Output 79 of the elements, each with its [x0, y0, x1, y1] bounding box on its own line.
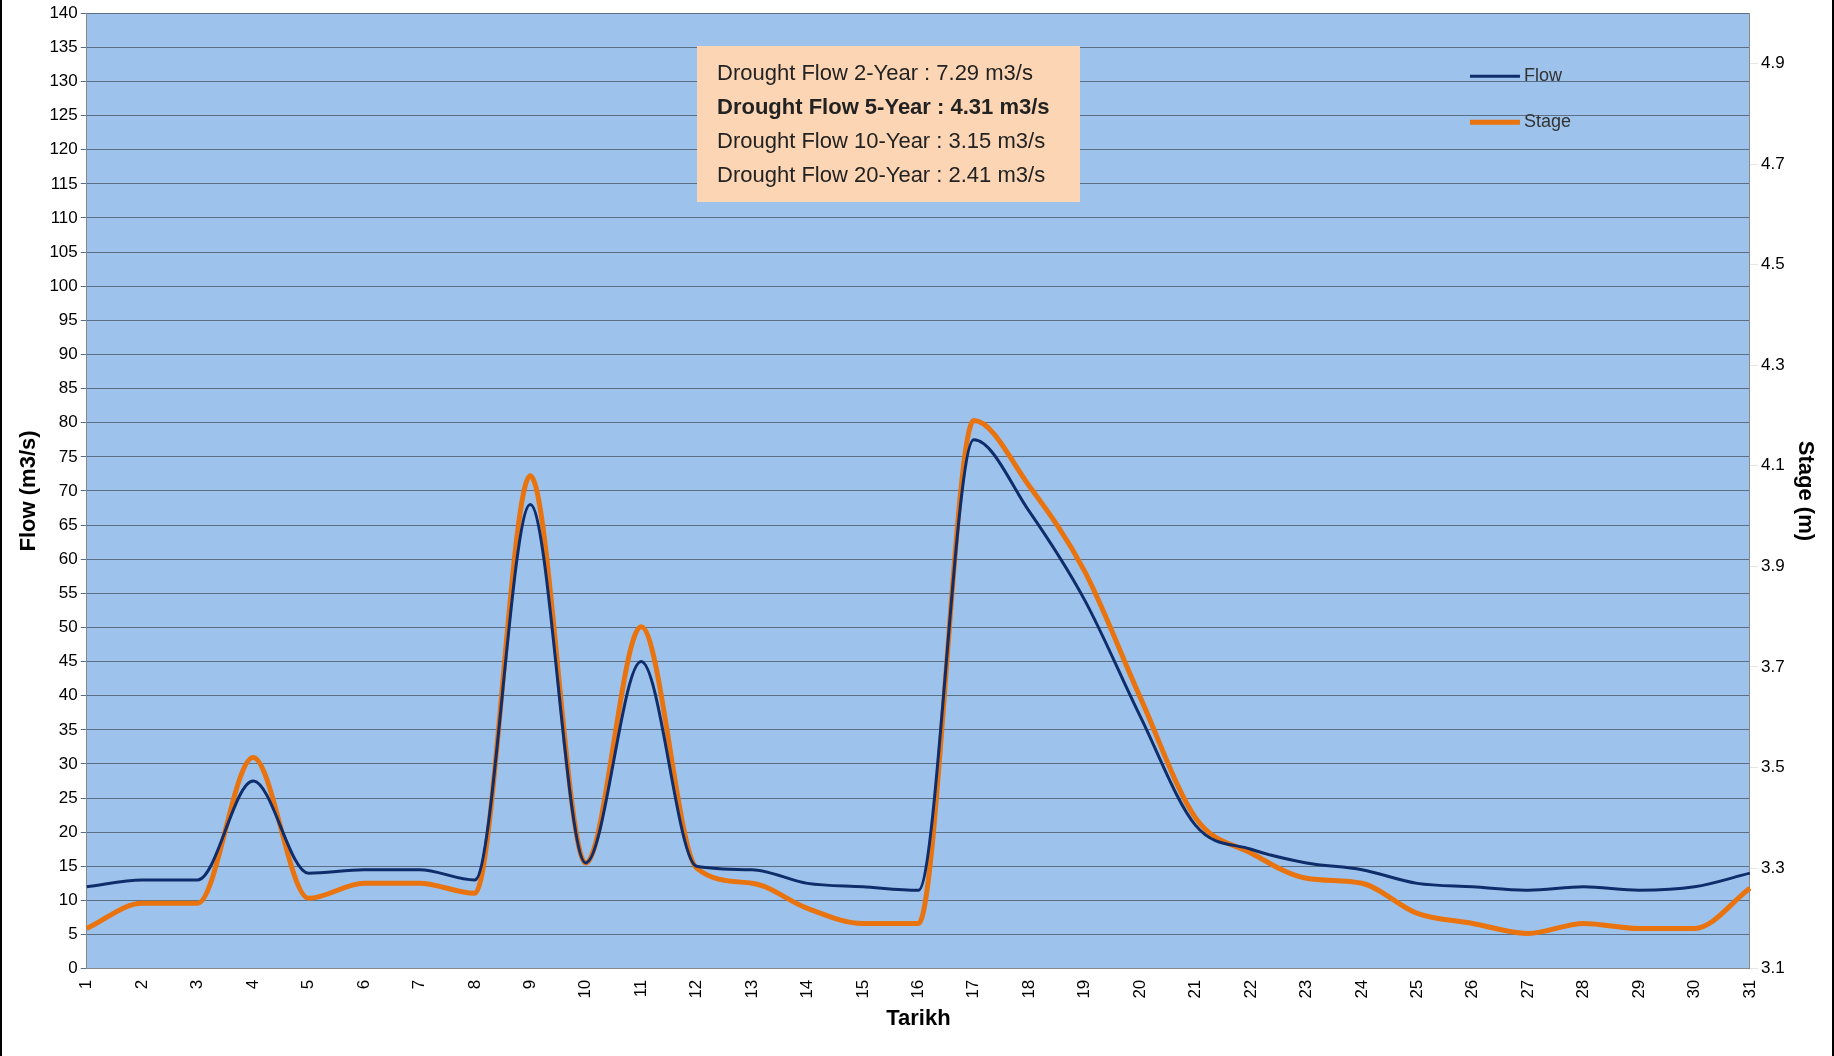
y2-tick-label: 4.3 — [1760, 354, 1785, 374]
x-tick-label: 24 — [1351, 979, 1371, 999]
x-axis-title: Tarikh — [886, 1004, 951, 1030]
annotation: Drought Flow 2-Year : 7.29 m3/s — [717, 59, 1034, 87]
x-tick-label: 3 — [187, 979, 207, 990]
y2-tick-label: 3.7 — [1760, 656, 1785, 676]
x-tick-label: 7 — [409, 979, 429, 990]
y-tick-label: 80 — [58, 412, 78, 432]
x-tick-label: 13 — [741, 979, 761, 999]
y-tick-label: 135 — [49, 37, 78, 57]
x-tick-label: 18 — [1018, 979, 1038, 999]
y2-tick-label: 4.7 — [1760, 153, 1785, 173]
y-tick-label: 10 — [58, 890, 78, 910]
x-tick-label: 16 — [908, 979, 928, 999]
y-tick-label: 20 — [58, 821, 78, 841]
y-tick-label: 30 — [58, 753, 78, 773]
x-tick-label: 4 — [242, 979, 262, 990]
x-tick-label: 20 — [1129, 979, 1149, 999]
y-tick-label: 85 — [58, 378, 78, 398]
x-tick-label: 31 — [1739, 979, 1759, 999]
x-tick-label: 10 — [575, 979, 595, 999]
x-tick-label: 25 — [1407, 979, 1427, 999]
x-tick-label: 26 — [1462, 979, 1482, 999]
y-tick-label: 60 — [58, 548, 78, 568]
x-tick-label: 14 — [797, 979, 817, 999]
x-tick-label: 15 — [852, 979, 872, 999]
y2-tick-label: 3.3 — [1760, 857, 1785, 877]
y-tick-label: 115 — [50, 173, 78, 193]
y2-tick-label: 4.9 — [1760, 53, 1785, 73]
y2-tick-label: 3.9 — [1760, 556, 1785, 576]
y2-tick-label: 4.5 — [1760, 254, 1785, 274]
y2-axis-title: Stage (m) — [1793, 440, 1819, 542]
x-tick-label: 30 — [1684, 979, 1704, 999]
y-tick-label: 105 — [49, 241, 78, 261]
legend-label: Stage — [1523, 111, 1572, 132]
x-tick-label: 17 — [963, 979, 983, 999]
y-tick-label: 40 — [58, 685, 78, 705]
y-tick-label: 110 — [50, 207, 78, 227]
x-tick-label: 29 — [1628, 979, 1648, 999]
x-tick-label: 12 — [686, 979, 706, 999]
y-axis-title: Flow (m3/s) — [15, 430, 41, 552]
x-tick-label: 2 — [131, 979, 151, 990]
y-tick-label: 120 — [49, 139, 78, 159]
y-tick-label: 25 — [58, 787, 78, 807]
x-tick-label: 28 — [1573, 979, 1593, 999]
x-tick-label: 5 — [298, 979, 318, 990]
x-tick-label: 27 — [1517, 979, 1537, 999]
x-tick-label: 11 — [630, 979, 650, 998]
y-tick-label: 140 — [49, 2, 78, 22]
x-tick-label: 22 — [1240, 979, 1260, 999]
y-tick-label: 65 — [58, 514, 78, 534]
x-tick-label: 9 — [519, 979, 539, 990]
y-tick-label: 75 — [58, 446, 78, 466]
y-tick-label: 130 — [49, 71, 78, 91]
x-tick-label: 1 — [76, 979, 96, 990]
y-tick-label: 5 — [68, 924, 78, 944]
annotation: Drought Flow 20-Year : 2.41 m3/s — [717, 161, 1047, 189]
y-tick-label: 15 — [58, 856, 78, 875]
y-tick-label: 50 — [58, 617, 78, 637]
y-tick-label: 55 — [58, 583, 78, 603]
annotation: Drought Flow 10-Year : 3.15 m3/s — [717, 127, 1047, 155]
y2-tick-label: 4.1 — [1760, 455, 1785, 475]
y-tick-label: 95 — [58, 310, 78, 330]
y2-tick-label: 3.5 — [1760, 757, 1785, 777]
y-tick-label: 70 — [58, 480, 78, 500]
legend-label: Flow — [1523, 65, 1563, 86]
y-tick-label: 125 — [49, 105, 78, 125]
x-tick-label: 19 — [1074, 979, 1094, 999]
x-tick-label: 8 — [464, 979, 484, 990]
y-tick-label: 100 — [49, 275, 78, 295]
y-tick-label: 45 — [58, 651, 78, 671]
x-tick-label: 21 — [1185, 979, 1205, 999]
y-tick-label: 35 — [58, 719, 78, 739]
x-tick-label: 23 — [1296, 979, 1316, 999]
x-tick-label: 6 — [353, 979, 373, 990]
y2-tick-label: 3.1 — [1760, 958, 1785, 978]
y-tick-label: 0 — [68, 958, 78, 978]
y-tick-label: 90 — [58, 344, 78, 364]
annotation: Drought Flow 5-Year : 4.31 m3/s — [717, 93, 1050, 121]
